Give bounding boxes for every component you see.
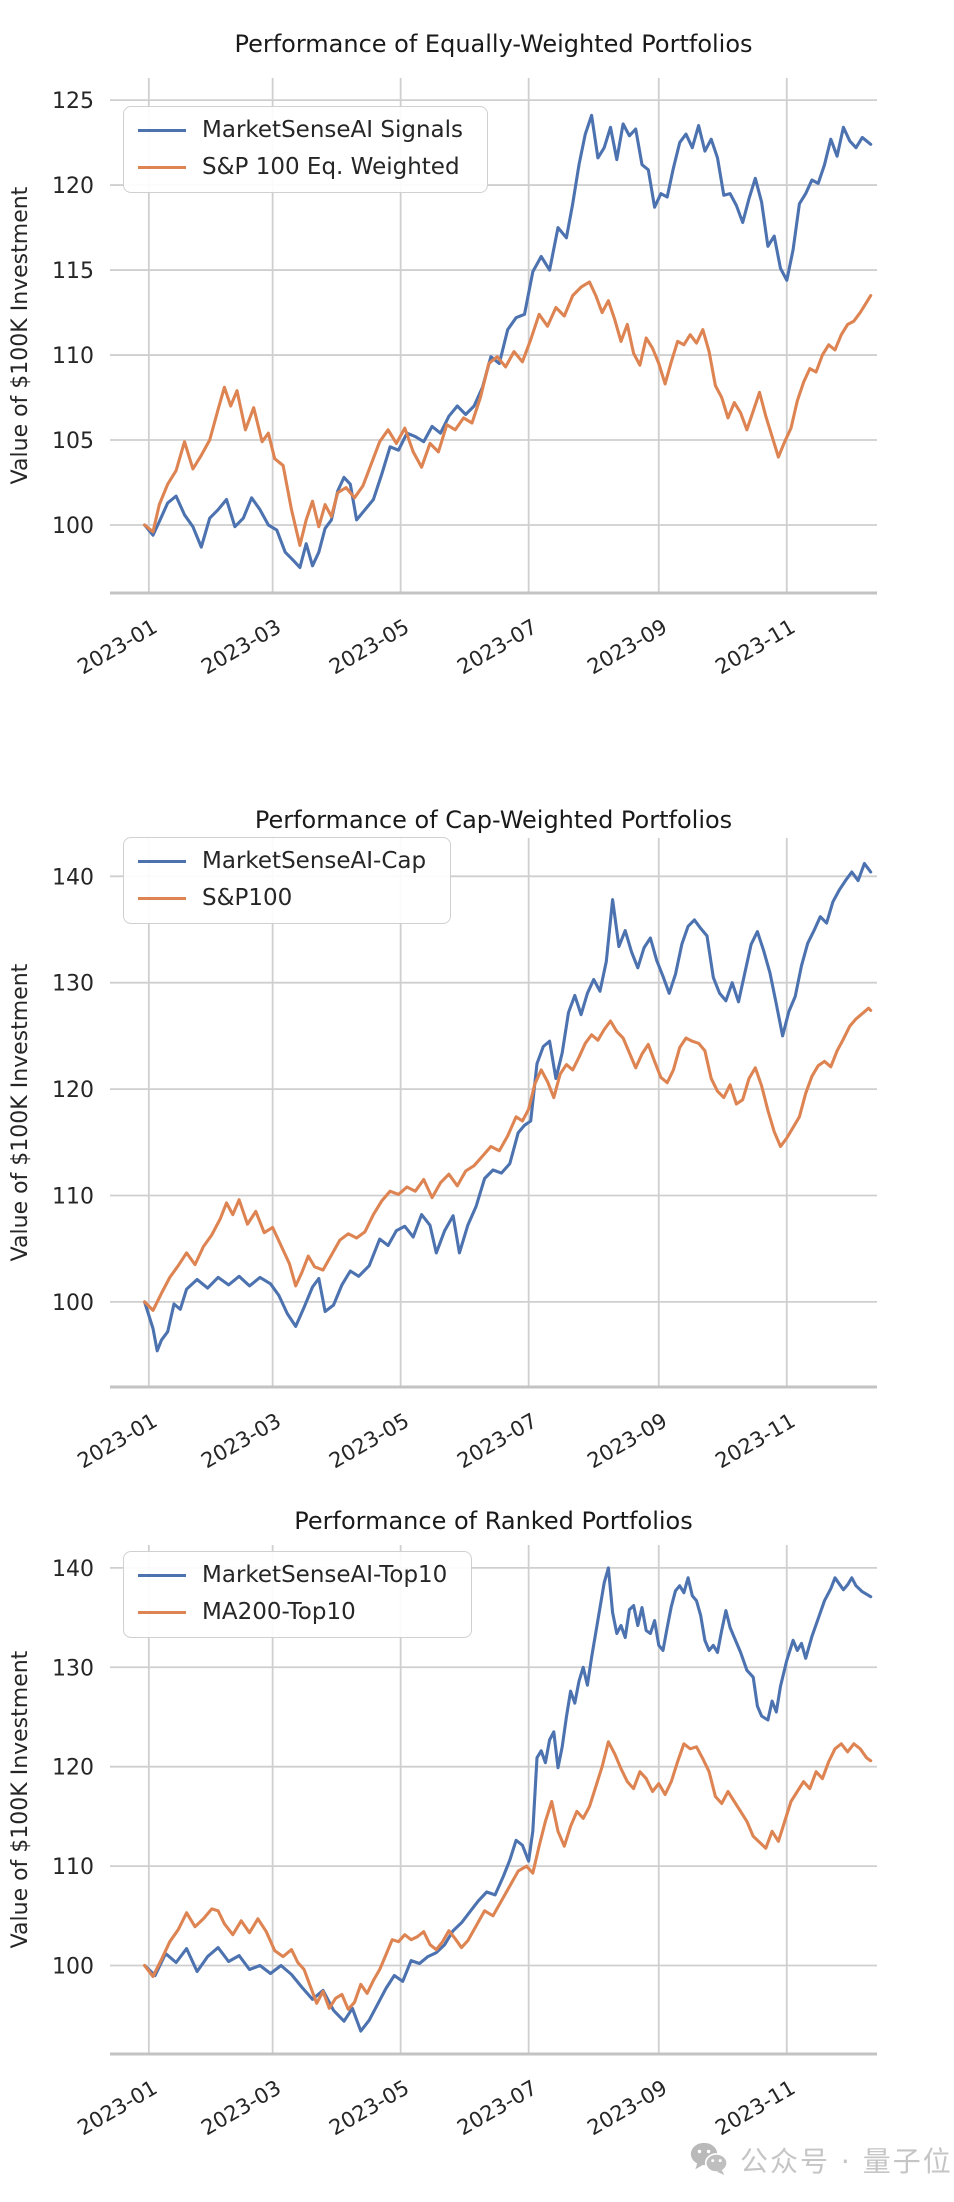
x-tick-label: 2023-01 xyxy=(73,615,161,680)
legend-item: S&P100 xyxy=(138,885,426,911)
series-line-0 xyxy=(143,861,873,1353)
series-line-1 xyxy=(143,1006,873,1312)
y-tick-label: 110 xyxy=(52,344,94,369)
y-tick-label: 130 xyxy=(52,1656,94,1681)
y-tick-label: 100 xyxy=(52,1291,94,1316)
y-axis-label: Value of $100K Investment xyxy=(8,963,33,1261)
x-tick-label: 2023-03 xyxy=(197,1409,285,1474)
legend: MarketSenseAI-Cap S&P100 xyxy=(123,837,452,924)
legend-item: MA200-Top10 xyxy=(138,1599,447,1625)
x-tick-label: 2023-01 xyxy=(73,2076,161,2141)
plot-area-cap-weighted: 100 110 120 130 140 2023-01 2023-03 2023-05 2023… xyxy=(8,838,877,1474)
legend-item: S&P 100 Eq. Weighted xyxy=(138,154,463,180)
legend-label: MarketSenseAI-Top10 xyxy=(202,1562,448,1588)
legend-line-orange xyxy=(138,1610,186,1614)
legend-label: MarketSenseAI Signals xyxy=(202,117,463,143)
y-tick-label: 100 xyxy=(52,514,94,539)
y-tick-label: 140 xyxy=(52,1557,94,1582)
x-tick-label: 2023-11 xyxy=(711,1409,799,1474)
plot-area-equally-weighted: 100 105 110 115 120 125 2023-01 2023-03 2023-05 2… xyxy=(8,78,877,680)
y-tick-label: 115 xyxy=(52,259,94,284)
figure-cap-weighted: 100 110 120 130 140 2023-01 2023-03 2023-05 2023… xyxy=(0,766,954,1486)
y-tick-label: 100 xyxy=(52,1955,94,1980)
y-tick-label: 125 xyxy=(52,89,94,114)
legend-line-blue xyxy=(138,1573,186,1577)
figure-equally-weighted: 100 105 110 115 120 125 2023-01 2023-03 2023-05 2… xyxy=(0,6,954,726)
legend: MarketSenseAI-Top10 MA200-Top10 xyxy=(123,1551,473,1638)
x-tick-label: 2023-11 xyxy=(711,2076,799,2141)
chart-title: Performance of Cap-Weighted Portfolios xyxy=(254,806,733,834)
legend-line-orange xyxy=(138,896,186,900)
x-tick-label: 2023-05 xyxy=(325,615,413,680)
y-axis-label: Value of $100K Investment xyxy=(8,1650,33,1948)
x-tick-label: 2023-01 xyxy=(73,1409,161,1474)
legend-item: MarketSenseAI-Cap xyxy=(138,848,426,874)
chart-title: Performance of Ranked Portfolios xyxy=(294,1507,693,1535)
watermark-text: 公众号 · 量子位 xyxy=(740,2145,953,2178)
x-tick-label: 2023-05 xyxy=(325,2076,413,2141)
x-tick-label: 2023-09 xyxy=(583,615,671,680)
legend-item: MarketSenseAI-Top10 xyxy=(138,1562,447,1588)
series-line-0 xyxy=(143,113,873,570)
chart-title: Performance of Equally-Weighted Portfoli… xyxy=(234,30,753,58)
x-tick-label: 2023-09 xyxy=(583,1409,671,1474)
x-tick-label: 2023-03 xyxy=(197,615,285,680)
plot-area-ranked: 100 110 120 130 140 2023-01 2023-03 2023-05 2023… xyxy=(8,1545,877,2141)
y-tick-label: 130 xyxy=(52,972,94,997)
legend-line-orange xyxy=(138,165,186,169)
series-line-1 xyxy=(143,280,873,547)
legend-line-blue xyxy=(138,128,186,132)
y-tick-label: 110 xyxy=(52,1184,94,1209)
legend-label: S&P 100 Eq. Weighted xyxy=(202,154,460,180)
x-tick-label: 2023-11 xyxy=(711,615,799,680)
x-tick-label: 2023-07 xyxy=(453,1409,541,1474)
y-tick-label: 110 xyxy=(52,1855,94,1880)
x-tick-label: 2023-09 xyxy=(583,2076,671,2141)
y-tick-label: 140 xyxy=(52,865,94,890)
wechat-icon xyxy=(690,2142,728,2179)
y-tick-label: 120 xyxy=(52,174,94,199)
legend-line-blue xyxy=(138,859,186,863)
x-tick-label: 2023-05 xyxy=(325,1409,413,1474)
watermark: 公众号 · 量子位 xyxy=(690,2140,953,2180)
y-tick-label: 120 xyxy=(52,1078,94,1103)
y-tick-label: 120 xyxy=(52,1756,94,1781)
series-line-1 xyxy=(143,1740,873,2011)
figure-ranked: 100 110 120 130 140 2023-01 2023-03 2023-05 2023… xyxy=(0,1473,954,2193)
y-tick-label: 105 xyxy=(52,429,94,454)
legend-label: MA200-Top10 xyxy=(202,1599,356,1625)
legend: MarketSenseAI Signals S&P 100 Eq. Weight… xyxy=(123,106,488,193)
legend-label: S&P100 xyxy=(202,885,293,911)
series-line-0 xyxy=(143,1566,873,2033)
y-axis-label: Value of $100K Investment xyxy=(8,186,33,484)
x-tick-label: 2023-07 xyxy=(453,615,541,680)
legend-label: MarketSenseAI-Cap xyxy=(202,848,427,874)
x-tick-label: 2023-07 xyxy=(453,2076,541,2141)
x-tick-label: 2023-03 xyxy=(197,2076,285,2141)
legend-item: MarketSenseAI Signals xyxy=(138,117,463,143)
